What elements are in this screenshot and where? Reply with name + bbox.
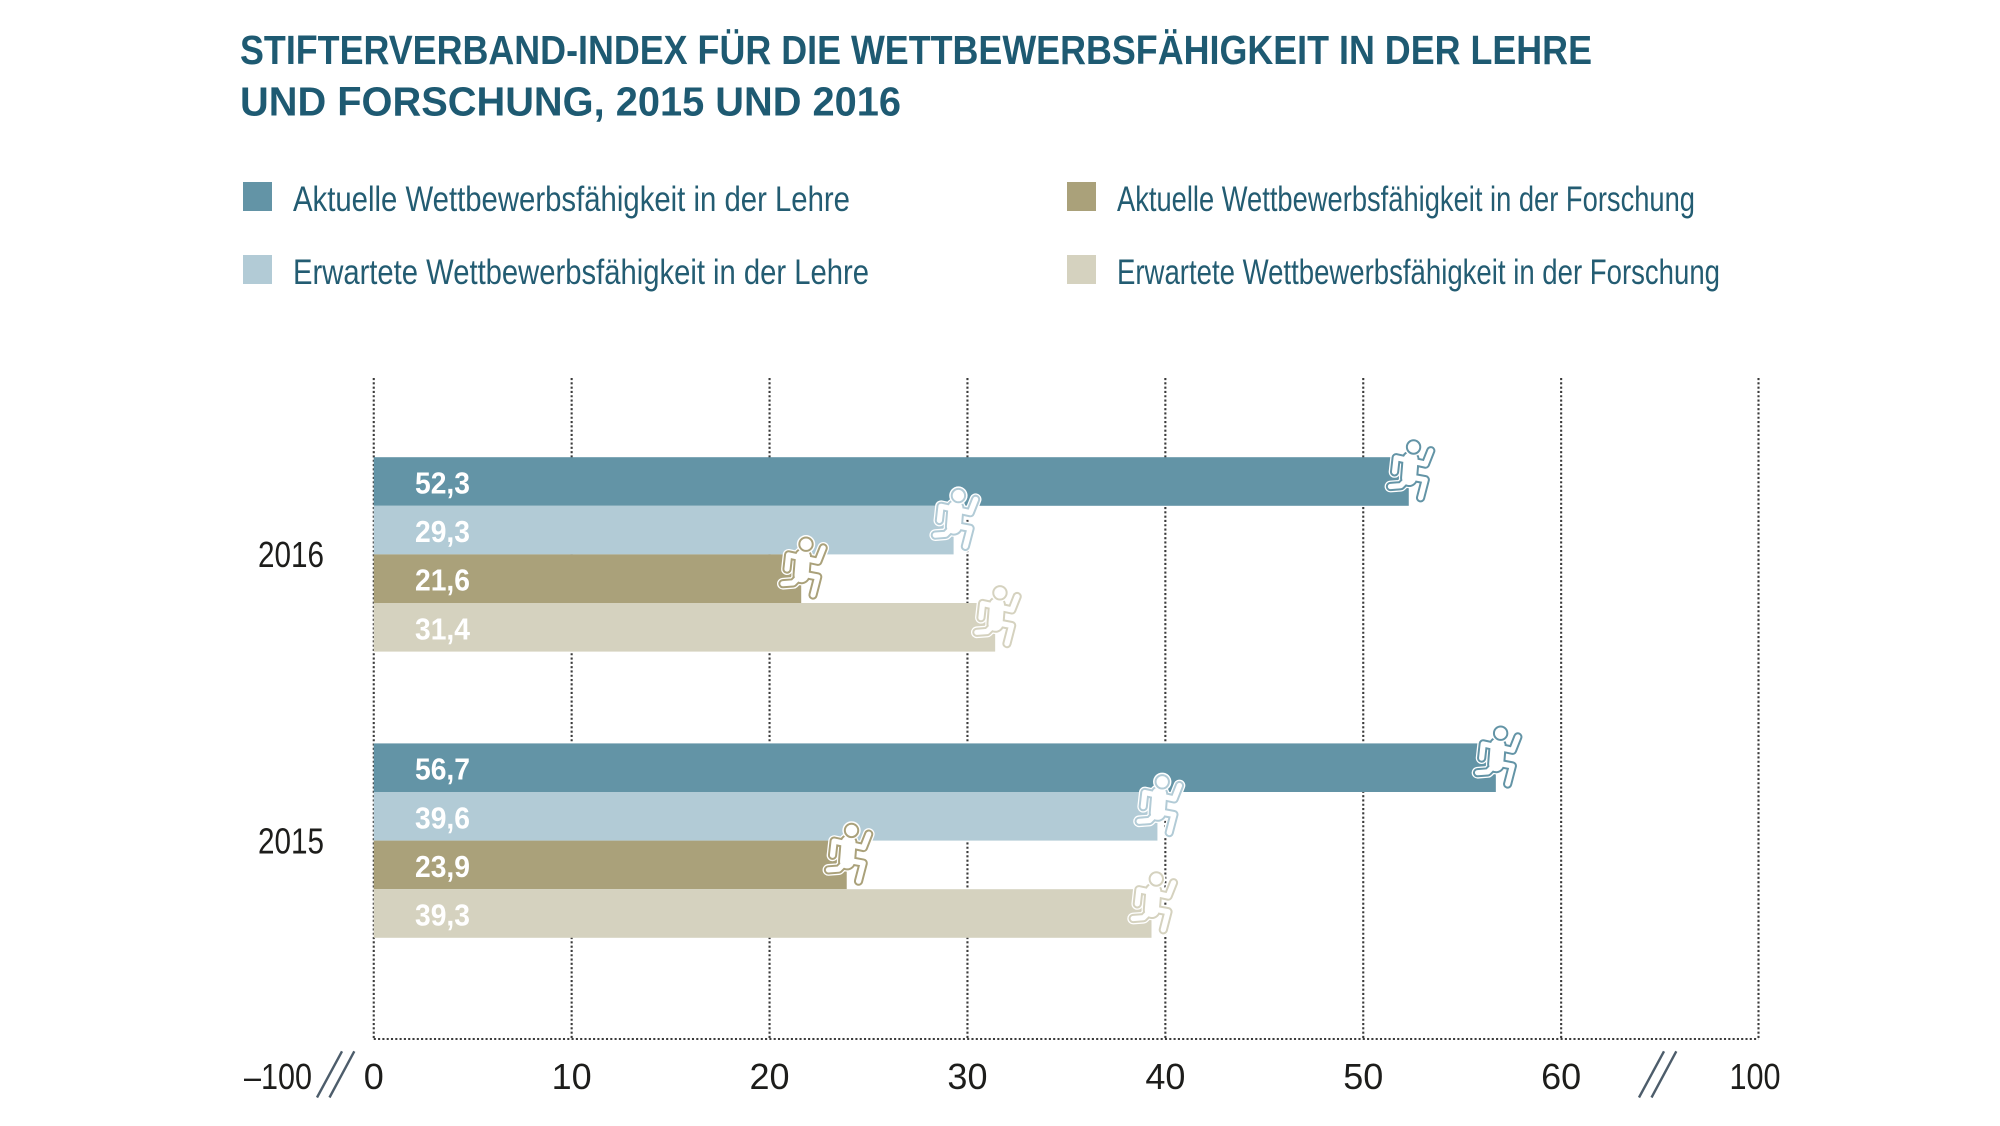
svg-text:–100: –100 (244, 1056, 312, 1097)
svg-text:20: 20 (750, 1056, 790, 1097)
svg-text:39,3: 39,3 (415, 898, 470, 933)
svg-text:29,3: 29,3 (415, 514, 470, 549)
svg-text:Aktuelle Wettbewerbsfähigkeit: Aktuelle Wettbewerbsfähigkeit in der For… (1117, 180, 1695, 219)
svg-text:UND FORSCHUNG, 2015 UND 2016: UND FORSCHUNG, 2015 UND 2016 (240, 79, 901, 125)
svg-text:2015: 2015 (258, 821, 324, 862)
svg-text:0: 0 (364, 1056, 384, 1097)
svg-text:60: 60 (1541, 1056, 1581, 1097)
svg-text:31,4: 31,4 (415, 611, 471, 646)
svg-text:100: 100 (1730, 1056, 1781, 1097)
svg-text:30: 30 (947, 1056, 987, 1097)
svg-text:52,3: 52,3 (415, 466, 470, 501)
svg-text:21,6: 21,6 (415, 563, 470, 598)
svg-text:2016: 2016 (258, 534, 324, 575)
svg-text:56,7: 56,7 (415, 752, 470, 787)
svg-text:Aktuelle Wettbewerbsfähigkeit: Aktuelle Wettbewerbsfähigkeit in der Leh… (293, 180, 850, 219)
svg-text:Erwartete Wettbewerbsfähigkeit: Erwartete Wettbewerbsfähigkeit in der Fo… (1117, 253, 1720, 292)
svg-text:39,6: 39,6 (415, 800, 470, 835)
svg-text:10: 10 (552, 1056, 592, 1097)
svg-text:23,9: 23,9 (415, 849, 470, 884)
svg-text:Erwartete Wettbewerbsfähigkeit: Erwartete Wettbewerbsfähigkeit in der Le… (293, 253, 869, 292)
svg-text:STIFTERVERBAND-INDEX FÜR DIE W: STIFTERVERBAND-INDEX FÜR DIE WETTBEWERBS… (240, 27, 1592, 73)
svg-text:50: 50 (1343, 1056, 1383, 1097)
svg-text:40: 40 (1145, 1056, 1185, 1097)
